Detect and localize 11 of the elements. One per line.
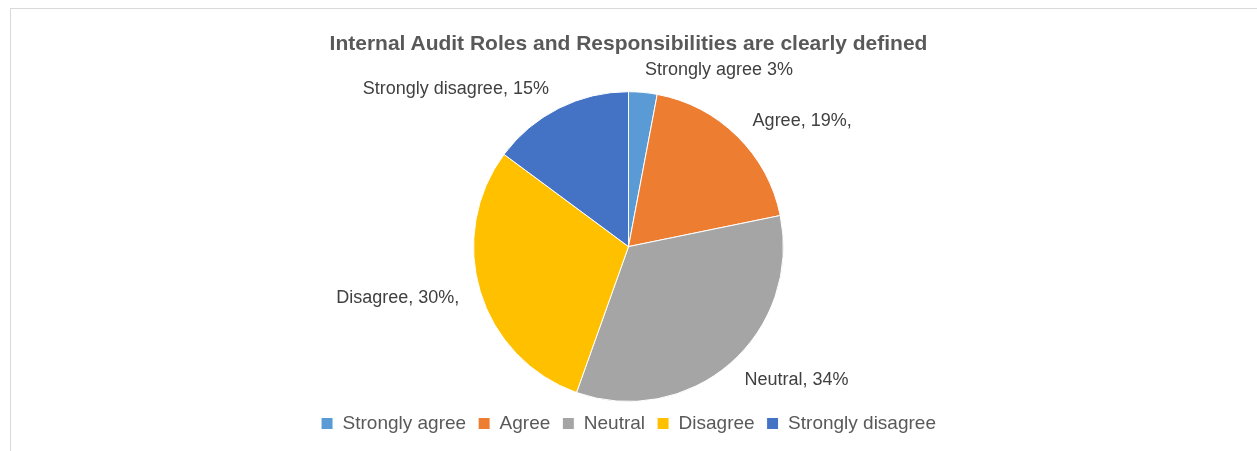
data-label: Agree, 19%, [752,109,852,130]
data-label: Strongly disagree, 15% [362,77,549,98]
data-label: Strongly agree 3% [644,59,794,80]
legend-label: Neutral [583,411,646,433]
legend-label: Strongly disagree [788,411,936,433]
legend-label: Agree [499,411,551,433]
legend-label: Strongly agree [342,411,467,433]
chart-title: Internal Audit Roles and Responsibilities are clearly defined [329,31,928,55]
data-label: Neutral, 34% [744,369,849,390]
legend-label: Disagree [678,411,755,433]
data-label: Disagree, 30%, [336,287,460,308]
